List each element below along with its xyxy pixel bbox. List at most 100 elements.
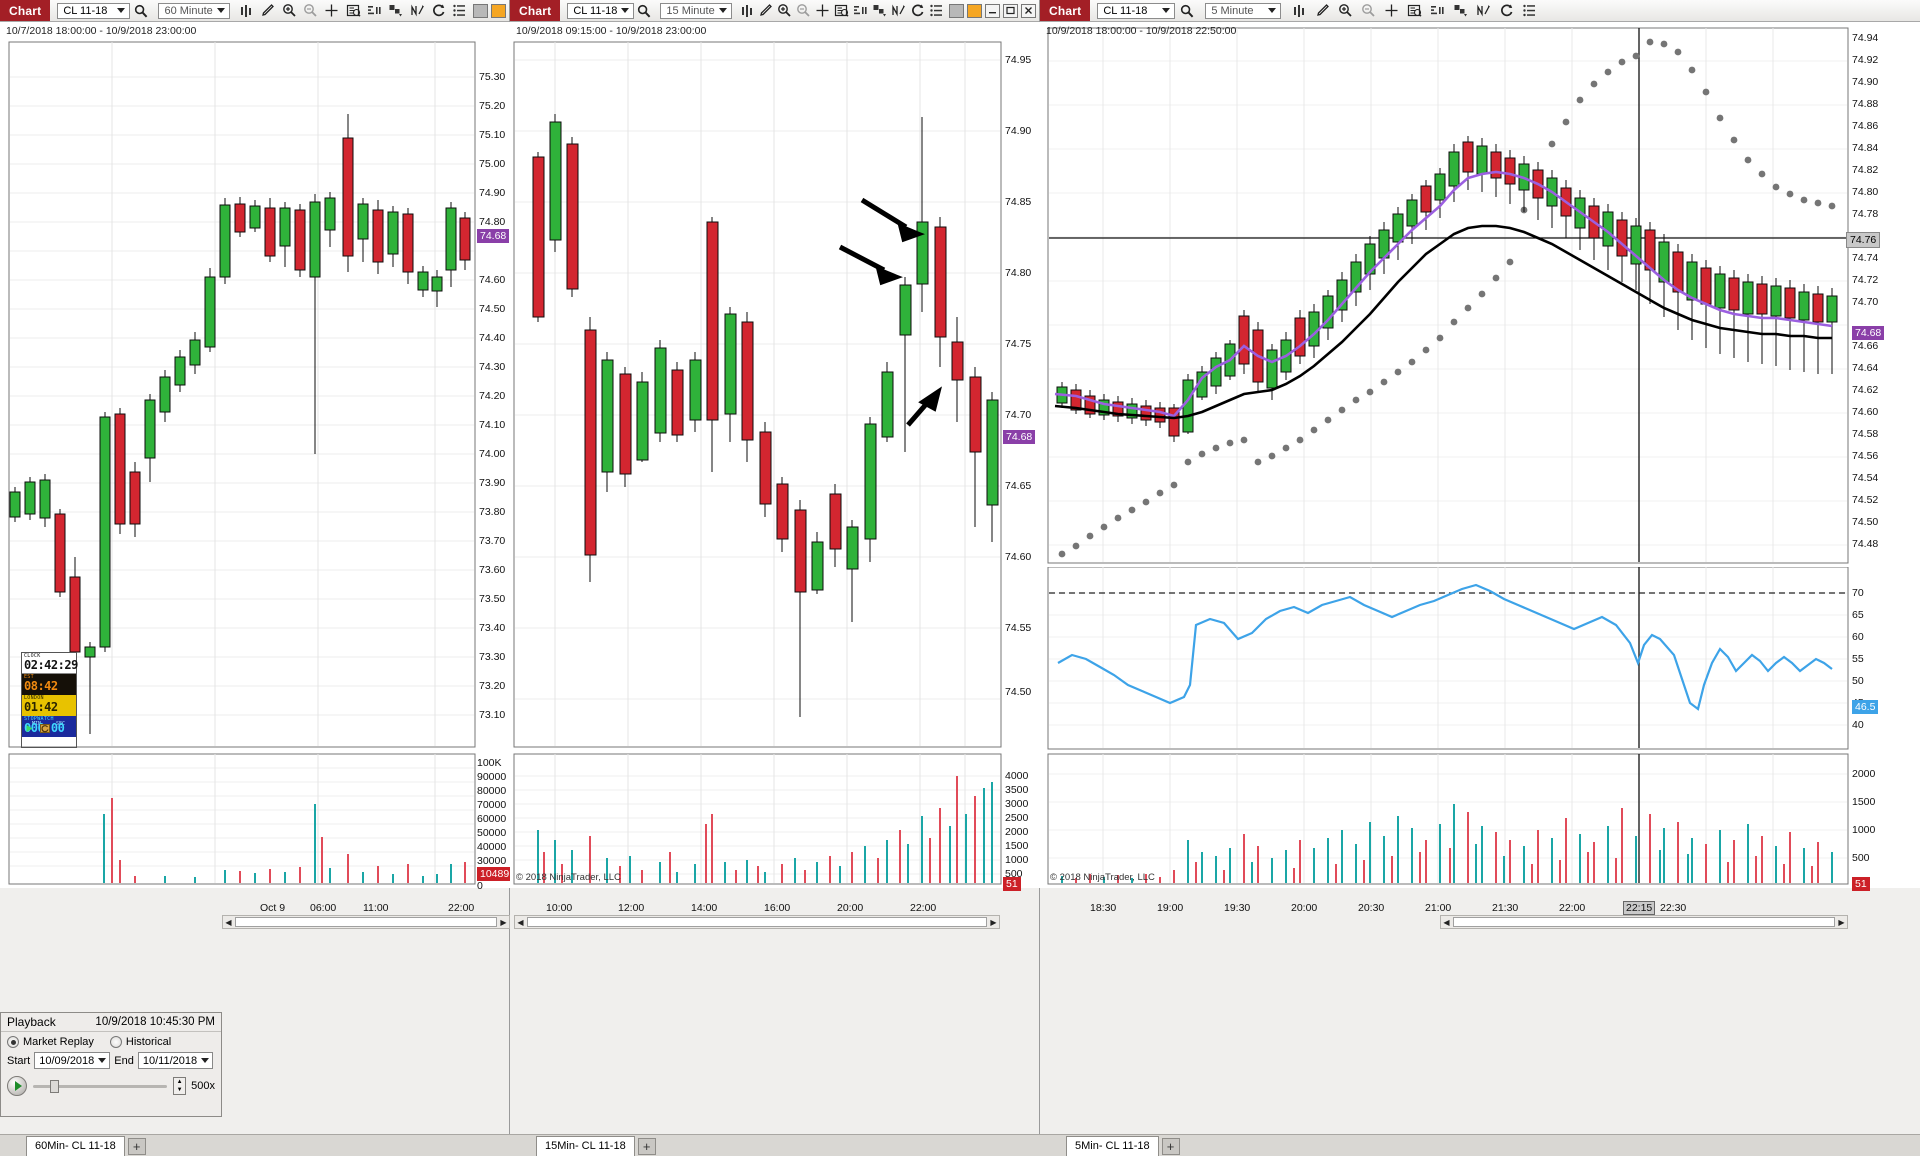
speed-slider[interactable]: [33, 1079, 168, 1093]
maximize-button[interactable]: [1003, 3, 1018, 18]
period-selector-15min[interactable]: 15 Minute: [660, 2, 732, 19]
stopwatch-reset-icon[interactable]: [40, 723, 50, 736]
drawing-tools-icon[interactable]: [1472, 1, 1494, 21]
stopwatch[interactable]: STOPWATCH MIN SEC 000:00: [22, 716, 76, 737]
draw-pencil-icon[interactable]: [1311, 1, 1333, 21]
reload-icon[interactable]: [428, 1, 448, 21]
color-swatch-gray[interactable]: [473, 3, 488, 18]
tab-60min[interactable]: 60Min- CL 11-18: [26, 1136, 125, 1156]
chart-menu-button-2[interactable]: Chart: [510, 0, 561, 21]
price-chart-60min[interactable]: 10/7/2018 18:00:00 - 10/9/2018 23:00:00: [0, 22, 510, 752]
add-tab-button[interactable]: +: [1161, 1138, 1180, 1155]
scroll-left-arrow[interactable]: ◀: [1443, 917, 1450, 927]
scrollbar-thumb[interactable]: [235, 917, 497, 927]
volume-chart-60min[interactable]: 100K 90000 80000 70000 60000 50000 40000…: [0, 752, 513, 892]
zoom-in-icon[interactable]: [776, 1, 794, 21]
rsi-last-tag: 46.5: [1852, 700, 1879, 714]
list-properties-icon[interactable]: [928, 1, 946, 21]
color-swatch-orange[interactable]: [967, 3, 982, 18]
minimize-button[interactable]: [985, 3, 1000, 18]
period-selector-60min[interactable]: 60 Minute: [158, 2, 230, 19]
zoom-in-icon[interactable]: [1334, 1, 1356, 21]
strategies-icon[interactable]: [871, 1, 889, 21]
horizontal-scrollbar-60min[interactable]: ◀ ▶: [222, 915, 510, 929]
scroll-right-arrow[interactable]: ▶: [1838, 917, 1845, 927]
vol-y-tick: 500: [1852, 852, 1870, 864]
scroll-right-arrow[interactable]: ▶: [990, 917, 997, 927]
y-tick: 73.90: [479, 477, 506, 489]
draw-pencil-icon[interactable]: [258, 1, 278, 21]
instrument-selector-15min[interactable]: CL 11-18: [567, 2, 635, 19]
price-chart-5min[interactable]: 10/9/2018 18:00:00 - 10/9/2018 22:50:00: [1040, 22, 1920, 567]
crosshair-icon[interactable]: [1380, 1, 1402, 21]
horizontal-scrollbar-5min[interactable]: ◀ ▶: [1440, 915, 1848, 929]
slider-knob[interactable]: [50, 1080, 60, 1093]
data-series-icon[interactable]: [1288, 1, 1310, 21]
list-properties-icon[interactable]: [450, 1, 470, 21]
data-box-icon[interactable]: [833, 1, 851, 21]
tab-5min[interactable]: 5Min- CL 11-18: [1066, 1136, 1159, 1156]
instrument-selector-5min[interactable]: CL 11-18: [1097, 2, 1176, 19]
speed-stepper[interactable]: ▲ ▼: [173, 1077, 187, 1095]
crosshair-icon[interactable]: [814, 1, 832, 21]
chevron-down-icon: [201, 1058, 210, 1063]
period-selector-5min[interactable]: 5 Minute: [1205, 2, 1282, 19]
search-icon[interactable]: [635, 1, 653, 21]
data-box-icon[interactable]: [1403, 1, 1425, 21]
world-clock-widget[interactable]: CLOCK 02:42:29 EST 08:42 LONDON 01:42 ST…: [21, 652, 78, 748]
horizontal-scrollbar-15min[interactable]: ◀ ▶: [514, 915, 1000, 929]
data-series-icon[interactable]: [236, 1, 256, 21]
crosshair-icon[interactable]: [322, 1, 342, 21]
add-tab-button[interactable]: +: [127, 1138, 146, 1155]
instrument-selector-60min[interactable]: CL 11-18: [57, 2, 131, 19]
scrollbar-thumb[interactable]: [527, 917, 987, 927]
chart-menu-button[interactable]: Chart: [0, 0, 51, 21]
price-chart-15min[interactable]: 10/9/2018 09:15:00 - 10/9/2018 23:00:00: [510, 22, 1040, 752]
indicators-icon[interactable]: [1426, 1, 1448, 21]
chart-menu-button-3[interactable]: Chart: [1040, 0, 1091, 21]
data-series-icon[interactable]: [738, 1, 756, 21]
close-button[interactable]: [1021, 3, 1036, 18]
scrollbar-thumb[interactable]: [1453, 917, 1835, 927]
tab-15min[interactable]: 15Min- CL 11-18: [536, 1136, 635, 1156]
scroll-left-arrow[interactable]: ◀: [225, 917, 232, 927]
scroll-right-arrow[interactable]: ▶: [500, 917, 507, 927]
reload-icon[interactable]: [909, 1, 927, 21]
color-swatch-orange[interactable]: [491, 3, 506, 18]
zoom-out-icon[interactable]: [300, 1, 320, 21]
color-swatch-gray[interactable]: [949, 3, 964, 18]
toolbar-panel3: Chart CL 11-18 5 Minute: [1040, 0, 1920, 22]
indicators-icon[interactable]: [852, 1, 870, 21]
zoom-out-icon[interactable]: [1357, 1, 1379, 21]
stepper-up-icon[interactable]: ▲: [176, 1079, 183, 1085]
reload-icon[interactable]: [1495, 1, 1517, 21]
strategies-icon[interactable]: [1449, 1, 1471, 21]
volume-chart-15min[interactable]: Volume up down(CL 11-18 (15 Minute)): [510, 752, 1040, 891]
play-button[interactable]: [7, 1076, 27, 1096]
add-tab-button[interactable]: +: [637, 1138, 656, 1155]
indicators-icon[interactable]: [364, 1, 384, 21]
rsi-chart-5min[interactable]: 70 65 60 55 50 45 40 46.5: [1040, 567, 1920, 752]
slider-track: [33, 1085, 168, 1088]
search-icon[interactable]: [131, 1, 151, 21]
zoom-out-icon[interactable]: [795, 1, 813, 21]
list-properties-icon[interactable]: [1518, 1, 1540, 21]
chevron-down-icon: [117, 8, 126, 13]
playback-window[interactable]: Playback 10/9/2018 10:45:30 PM Market Re…: [0, 1012, 222, 1117]
strategies-icon[interactable]: [386, 1, 406, 21]
drawing-tools-icon[interactable]: [890, 1, 908, 21]
search-icon[interactable]: [1176, 1, 1198, 21]
zoom-in-icon[interactable]: [279, 1, 299, 21]
data-box-icon[interactable]: [343, 1, 363, 21]
stopwatch-start-icon[interactable]: [25, 723, 34, 736]
radio-market-replay[interactable]: [7, 1036, 19, 1048]
x-tick: 12:00: [618, 902, 645, 914]
stepper-down-icon[interactable]: ▼: [176, 1087, 183, 1093]
drawing-tools-icon[interactable]: [407, 1, 427, 21]
scroll-left-arrow[interactable]: ◀: [517, 917, 524, 927]
end-date-selector[interactable]: 10/11/2018: [137, 1052, 214, 1069]
radio-historical[interactable]: [109, 1036, 122, 1048]
volume-chart-5min[interactable]: 2000 1500 1000 500 51 © 2018 NinjaTrader…: [1040, 752, 1920, 891]
draw-pencil-icon[interactable]: [757, 1, 775, 21]
start-date-selector[interactable]: 10/09/2018: [34, 1052, 111, 1069]
